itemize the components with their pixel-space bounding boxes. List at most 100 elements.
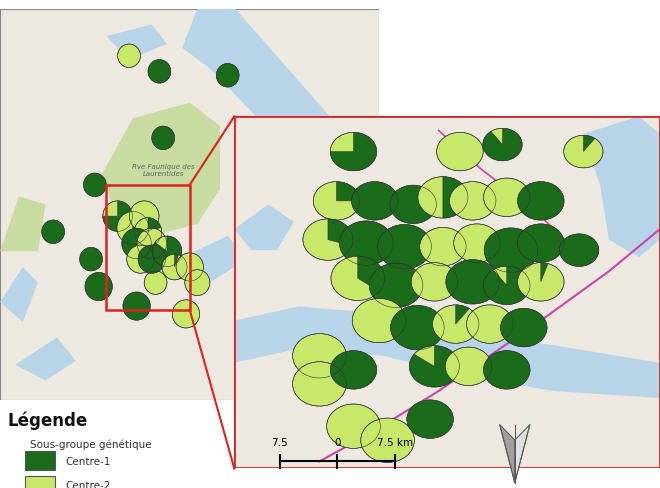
Bar xyxy=(25,451,55,470)
Wedge shape xyxy=(443,177,468,219)
Wedge shape xyxy=(369,264,423,308)
Wedge shape xyxy=(583,136,595,152)
Wedge shape xyxy=(137,229,166,259)
Wedge shape xyxy=(103,202,133,232)
Wedge shape xyxy=(541,263,548,282)
Wedge shape xyxy=(517,182,564,221)
Polygon shape xyxy=(15,338,76,381)
Wedge shape xyxy=(446,260,500,305)
Wedge shape xyxy=(327,404,380,448)
Wedge shape xyxy=(432,305,479,344)
Wedge shape xyxy=(152,127,174,150)
Wedge shape xyxy=(390,186,436,224)
Wedge shape xyxy=(484,266,530,305)
Text: ©201: ©201 xyxy=(300,368,320,374)
Wedge shape xyxy=(484,228,538,273)
Wedge shape xyxy=(117,45,141,68)
Text: Centre-2: Centre-2 xyxy=(65,480,111,488)
Wedge shape xyxy=(292,334,346,378)
Wedge shape xyxy=(420,228,466,266)
Wedge shape xyxy=(216,64,239,88)
Text: Sous-groupe génétique: Sous-groupe génétique xyxy=(30,439,152,449)
Wedge shape xyxy=(135,218,162,246)
Polygon shape xyxy=(182,10,380,213)
Wedge shape xyxy=(437,133,483,171)
Wedge shape xyxy=(174,255,178,267)
Wedge shape xyxy=(144,271,167,295)
Text: Légende: Légende xyxy=(7,411,88,429)
Wedge shape xyxy=(162,255,187,280)
Wedge shape xyxy=(467,305,513,344)
Wedge shape xyxy=(361,418,414,463)
Wedge shape xyxy=(331,257,380,301)
Wedge shape xyxy=(330,351,377,389)
Bar xyxy=(25,476,55,488)
Wedge shape xyxy=(352,299,406,343)
Polygon shape xyxy=(515,425,530,483)
Wedge shape xyxy=(155,237,167,252)
Wedge shape xyxy=(303,220,352,261)
Polygon shape xyxy=(102,103,220,236)
Polygon shape xyxy=(500,425,515,483)
Wedge shape xyxy=(138,245,166,274)
Wedge shape xyxy=(455,305,469,325)
Wedge shape xyxy=(148,61,171,84)
Wedge shape xyxy=(339,222,393,266)
Text: St Jean-Che→: St Jean-Che→ xyxy=(469,330,515,336)
Wedge shape xyxy=(453,224,500,263)
Wedge shape xyxy=(564,136,603,168)
Wedge shape xyxy=(493,266,507,286)
Wedge shape xyxy=(83,174,106,197)
Wedge shape xyxy=(172,300,199,328)
Wedge shape xyxy=(491,129,502,145)
Wedge shape xyxy=(517,224,564,263)
Wedge shape xyxy=(409,346,459,387)
Polygon shape xyxy=(0,197,46,252)
Wedge shape xyxy=(484,351,530,389)
Wedge shape xyxy=(378,225,432,269)
Wedge shape xyxy=(358,257,385,292)
Wedge shape xyxy=(176,253,203,282)
Wedge shape xyxy=(449,182,496,221)
Wedge shape xyxy=(352,182,398,221)
Wedge shape xyxy=(407,400,453,439)
Wedge shape xyxy=(292,362,346,407)
Text: 0: 0 xyxy=(334,437,341,447)
Bar xyxy=(106,185,190,310)
Wedge shape xyxy=(127,245,154,274)
Wedge shape xyxy=(103,202,117,217)
Wedge shape xyxy=(414,346,434,366)
Wedge shape xyxy=(560,234,599,267)
Wedge shape xyxy=(328,220,353,246)
Wedge shape xyxy=(411,263,457,302)
Text: Centre-1: Centre-1 xyxy=(65,456,111,466)
Wedge shape xyxy=(337,182,360,202)
Wedge shape xyxy=(152,237,182,267)
Wedge shape xyxy=(148,218,161,232)
Text: Rve Faunique des
Laurentides: Rve Faunique des Laurentides xyxy=(132,163,195,176)
Wedge shape xyxy=(122,229,151,259)
Wedge shape xyxy=(446,347,492,386)
Polygon shape xyxy=(583,117,660,258)
Wedge shape xyxy=(85,273,112,301)
Wedge shape xyxy=(314,182,360,221)
Wedge shape xyxy=(483,129,522,162)
Wedge shape xyxy=(133,212,148,245)
Wedge shape xyxy=(517,263,564,302)
Wedge shape xyxy=(391,306,444,350)
Wedge shape xyxy=(117,212,133,245)
Wedge shape xyxy=(42,221,65,244)
Polygon shape xyxy=(106,25,167,61)
Wedge shape xyxy=(129,202,159,232)
Polygon shape xyxy=(234,205,294,251)
Wedge shape xyxy=(80,248,102,271)
Text: sbour: sbour xyxy=(515,260,535,265)
Polygon shape xyxy=(0,267,38,322)
Polygon shape xyxy=(234,307,660,398)
Wedge shape xyxy=(123,292,150,321)
Text: b: b xyxy=(280,365,288,375)
Polygon shape xyxy=(171,236,247,291)
Wedge shape xyxy=(418,177,443,219)
Text: 7.5 km: 7.5 km xyxy=(377,437,412,447)
Wedge shape xyxy=(330,133,377,171)
